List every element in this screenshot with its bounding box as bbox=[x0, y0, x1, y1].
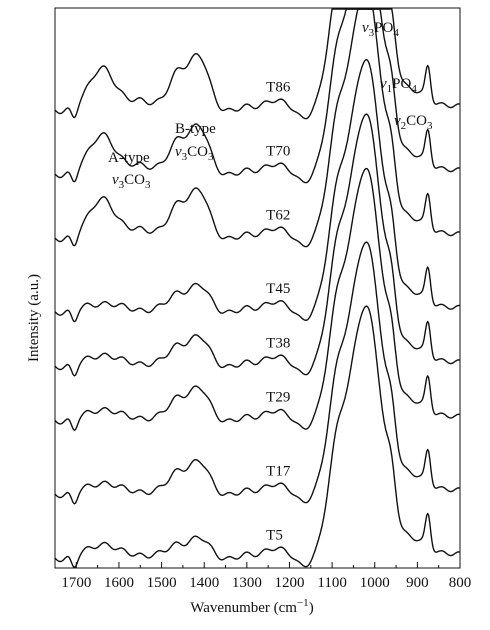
series-line-t86 bbox=[54, 8, 461, 120]
nu-subscript: 3 bbox=[119, 179, 125, 191]
annotation-b-type-line1: B-type bbox=[175, 121, 216, 137]
axes-frame bbox=[54, 7, 461, 569]
series-label-t45: T45 bbox=[266, 281, 290, 297]
series-label-t86: T86 bbox=[266, 79, 291, 95]
x-tick-label: 1400 bbox=[189, 575, 219, 591]
nu-subscript: 3 bbox=[369, 27, 375, 39]
molecule: PO bbox=[374, 20, 393, 36]
x-axis-ticks: 1700 1600 1500 1400 1300 1200 1100 1000 900 800 bbox=[61, 562, 471, 591]
nu-subscript: 1 bbox=[387, 83, 393, 95]
nu-symbol: ν bbox=[394, 113, 401, 129]
series-line-t29 bbox=[54, 167, 461, 431]
annotation-v3po4: ν3PO4 bbox=[362, 20, 399, 39]
x-tick-label: 1100 bbox=[317, 575, 346, 591]
x-axis-label-text: Wavenumber (cm bbox=[190, 600, 297, 616]
nu-symbol: ν bbox=[112, 172, 119, 188]
molecule-subscript: 4 bbox=[411, 83, 417, 95]
annotation-b-type-line2: ν3CO3 bbox=[175, 144, 214, 163]
annotation-v1po4: ν1PO4 bbox=[380, 76, 417, 95]
series-line-t38 bbox=[54, 113, 461, 377]
x-axis-label-close: ) bbox=[309, 600, 314, 616]
molecule: CO bbox=[406, 113, 427, 129]
series-label-t29: T29 bbox=[266, 390, 290, 406]
x-tick-label: 1600 bbox=[104, 575, 134, 591]
x-tick-label: 900 bbox=[406, 575, 429, 591]
series-line-t45 bbox=[54, 59, 461, 323]
annotation-v2co3: ν2CO3 bbox=[394, 113, 433, 132]
annotation-a-type-line2: ν3CO3 bbox=[112, 172, 151, 191]
x-tick-label: 1000 bbox=[360, 575, 390, 591]
series-line-t17 bbox=[54, 241, 461, 505]
y-axis-label: Intensity (a.u.) bbox=[26, 274, 42, 362]
x-tick-label: 1700 bbox=[61, 575, 91, 591]
molecule-subscript: 3 bbox=[145, 179, 151, 191]
nu-subscript: 3 bbox=[182, 151, 188, 163]
series-label-t38: T38 bbox=[266, 335, 290, 351]
series-line-t5 bbox=[54, 305, 461, 568]
molecule: CO bbox=[187, 144, 208, 160]
x-tick-label: 1200 bbox=[274, 575, 304, 591]
series-label-t62: T62 bbox=[266, 207, 290, 223]
molecule: CO bbox=[124, 172, 145, 188]
x-axis-label: Wavenumber (cm−1) bbox=[190, 597, 313, 616]
plot-border bbox=[54, 7, 461, 569]
molecule-subscript: 3 bbox=[427, 120, 433, 132]
nu-symbol: ν bbox=[362, 20, 369, 36]
series-label-t70: T70 bbox=[266, 143, 290, 159]
series-line-t62 bbox=[54, 8, 461, 248]
molecule-subscript: 4 bbox=[393, 27, 399, 39]
annotation-a-type-line1: A-type bbox=[108, 150, 150, 166]
molecule: PO bbox=[392, 76, 411, 92]
series-line-t70 bbox=[54, 8, 461, 184]
x-tick-label: 800 bbox=[449, 575, 472, 591]
series-label-t5: T5 bbox=[266, 527, 283, 543]
nu-subscript: 2 bbox=[401, 120, 407, 132]
series-label-t17: T17 bbox=[266, 463, 291, 479]
x-tick-label: 1300 bbox=[232, 575, 262, 591]
molecule-subscript: 3 bbox=[208, 151, 214, 163]
x-axis-label-superscript: −1 bbox=[297, 597, 309, 609]
nu-symbol: ν bbox=[380, 76, 387, 92]
x-tick-label: 1500 bbox=[147, 575, 177, 591]
trace-labels-group: T86 T70 T62 T45 T38 T29 T17 T5 bbox=[266, 79, 291, 543]
nu-symbol: ν bbox=[175, 144, 182, 160]
traces-group bbox=[54, 8, 461, 568]
